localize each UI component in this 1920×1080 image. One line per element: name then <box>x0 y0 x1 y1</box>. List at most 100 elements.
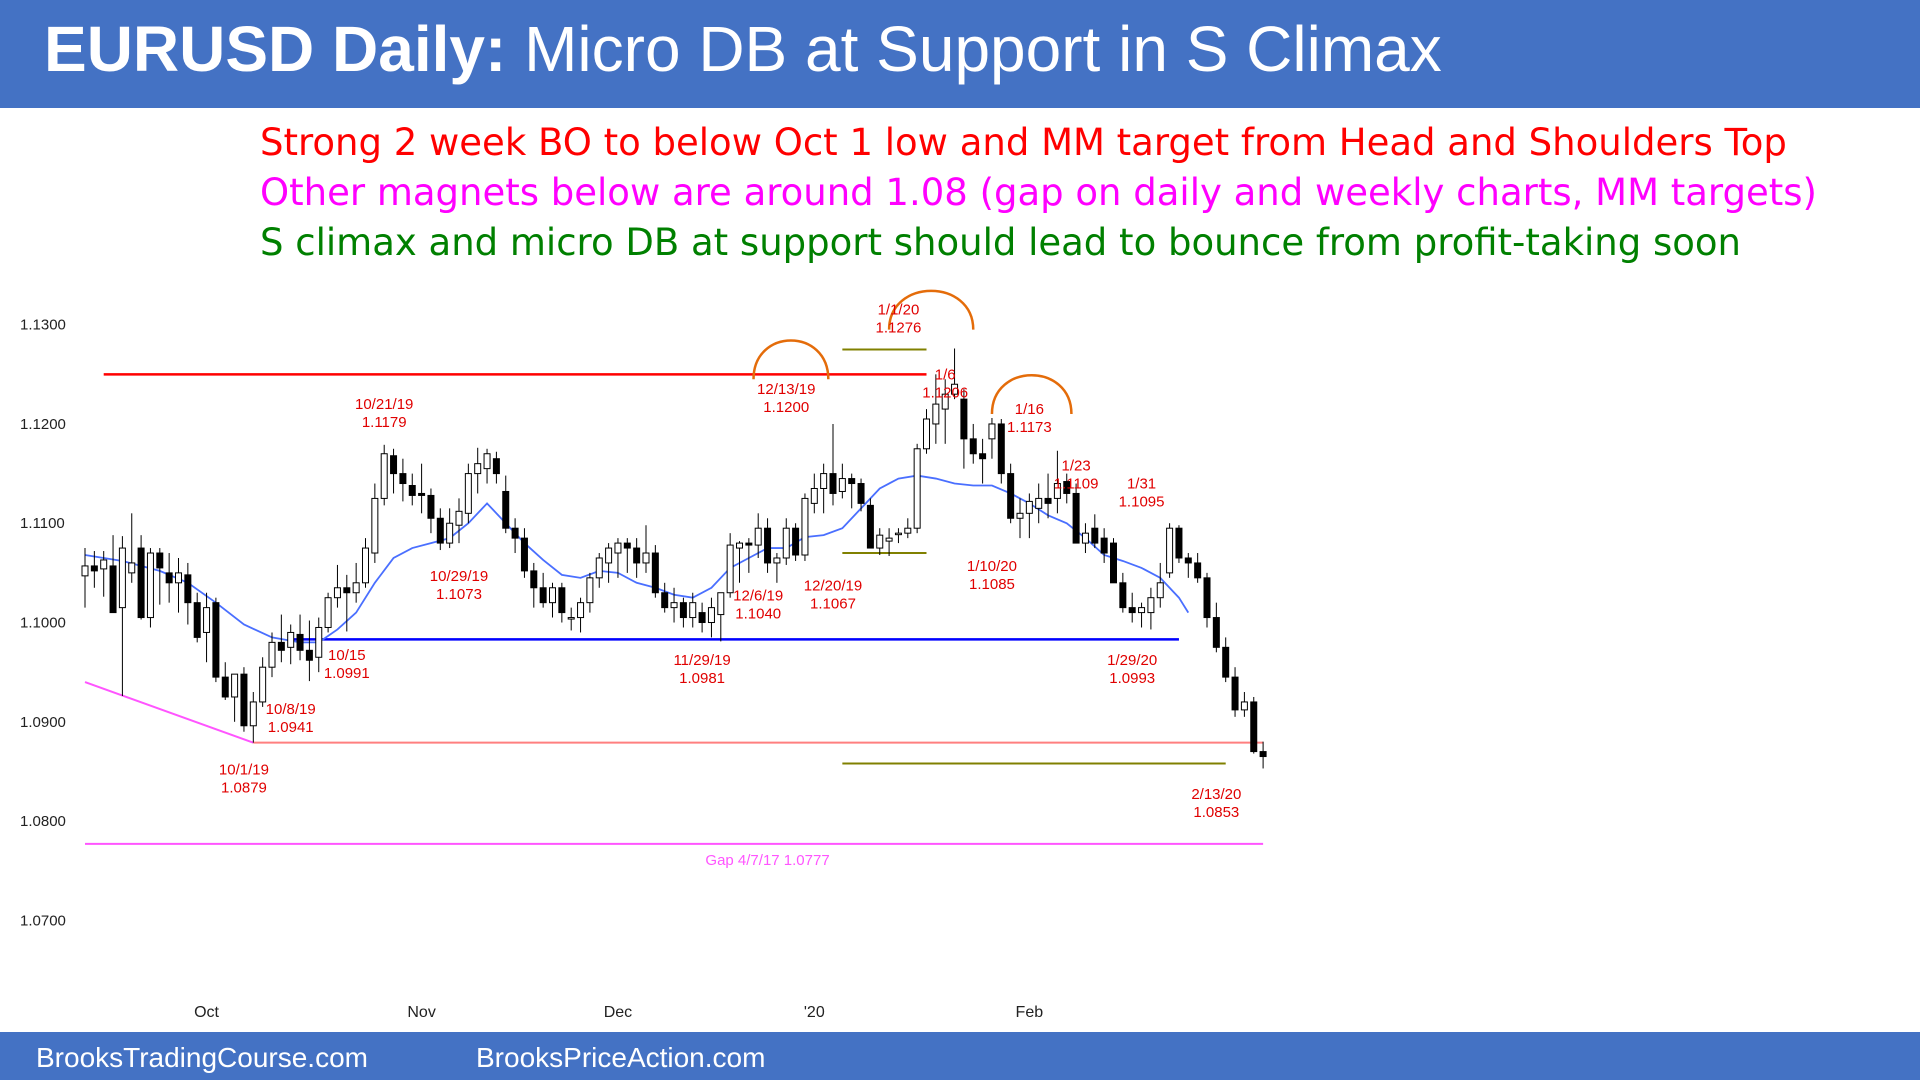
price-annotation-value: 1.0981 <box>679 670 725 687</box>
candle-body <box>913 448 921 529</box>
candle-body <box>464 473 472 514</box>
candle-body <box>446 522 454 544</box>
y-tick-label: 1.1200 <box>20 416 66 433</box>
candle-body <box>866 504 874 549</box>
candle-body <box>193 602 201 638</box>
candle-body <box>118 547 126 609</box>
candle-body <box>614 542 622 554</box>
candle-body <box>1063 481 1071 494</box>
footer-site-left[interactable]: BrooksTradingCourse.com <box>36 1042 368 1073</box>
candle-body <box>212 602 220 678</box>
candle-body <box>605 547 613 564</box>
price-annotation-value: 1.0879 <box>221 779 267 796</box>
candle-body <box>969 438 977 455</box>
candle-body <box>90 565 98 572</box>
x-month-label: Oct <box>194 1004 219 1021</box>
candle-body <box>165 572 173 584</box>
candle-body <box>698 612 706 624</box>
wedge-line <box>84 681 254 744</box>
candle-body <box>1147 597 1155 614</box>
candle-body <box>371 497 379 554</box>
candle-body <box>1007 473 1015 519</box>
price-annotation-date: 1/23 <box>1061 458 1090 475</box>
commentary-notes: Strong 2 week BO to below Oct 1 low and … <box>260 118 1817 268</box>
price-annotation-value: 1.1040 <box>735 606 781 623</box>
candle-body <box>997 423 1005 475</box>
candle-body <box>801 497 809 556</box>
candle-body <box>408 485 416 496</box>
candle-body <box>1203 577 1211 619</box>
price-annotation-value: 1.1095 <box>1119 493 1165 510</box>
note-green: S climax and micro DB at support should … <box>260 221 1741 264</box>
candle-body <box>876 534 884 549</box>
x-month-label: Dec <box>604 1004 632 1021</box>
candle-body <box>782 527 790 559</box>
candle-body <box>146 552 154 619</box>
candle-body <box>707 607 715 624</box>
candle-body <box>894 532 902 536</box>
candle-body <box>1119 582 1127 609</box>
y-tick-label: 1.1300 <box>20 317 66 334</box>
candle-body <box>979 453 987 460</box>
candle-body <box>1138 607 1146 614</box>
price-annotation-date: 11/29/19 <box>673 652 730 669</box>
candle-body <box>1072 492 1080 544</box>
candle-body <box>661 592 669 609</box>
candle-body <box>474 463 482 475</box>
candle-body <box>156 552 164 569</box>
candle-body <box>287 631 295 648</box>
price-annotation-value: 1.0941 <box>268 719 314 736</box>
y-tick-label: 1.1100 <box>20 515 65 532</box>
note-magenta: Other magnets below are around 1.08 (gap… <box>260 171 1817 214</box>
candle-body <box>520 537 528 572</box>
price-annotation-value: 1.1206 <box>922 384 968 401</box>
head-shoulders-arc <box>752 339 830 380</box>
candle-body <box>773 557 781 564</box>
footer-site-right[interactable]: BrooksPriceAction.com <box>476 1042 766 1073</box>
y-tick-label: 1.1000 <box>20 615 66 632</box>
candle-body <box>1222 646 1230 678</box>
candle-body <box>558 587 566 614</box>
candle-body <box>1184 557 1192 564</box>
candle-body <box>923 418 930 450</box>
head-shoulders-arc <box>990 374 1073 415</box>
candle-body <box>268 641 276 668</box>
price-annotation-date: 10/8/19 <box>266 701 316 718</box>
candle-body <box>81 565 89 577</box>
candle-body <box>455 510 463 526</box>
candle-body <box>651 552 659 594</box>
candle-body <box>988 423 996 440</box>
candle-body <box>623 542 631 549</box>
candle-body <box>848 478 856 485</box>
candle-body <box>259 666 267 703</box>
candle-body <box>1044 497 1052 504</box>
candle-body <box>857 483 865 504</box>
candle-body <box>1035 497 1043 509</box>
candle-body <box>305 649 313 661</box>
candle-body <box>1194 562 1202 579</box>
candle-body <box>399 473 407 485</box>
price-annotation-date: 10/1/19 <box>219 761 269 778</box>
price-annotation-value: 1.0993 <box>1109 670 1155 687</box>
footer-bar: BrooksTradingCourse.com BrooksPriceActio… <box>0 1032 1920 1080</box>
candle-body <box>1081 532 1089 544</box>
candle-body <box>810 487 818 504</box>
x-month-label: '20 <box>804 1004 825 1021</box>
candle-body <box>885 537 893 542</box>
title-symbol: EURUSD Daily: <box>44 13 507 85</box>
price-annotation-date: 10/21/19 <box>355 396 413 413</box>
candle-body <box>249 701 257 727</box>
candle-body <box>427 494 435 519</box>
candle-body <box>380 453 388 499</box>
candle-body <box>483 453 491 470</box>
candle-body <box>333 587 341 599</box>
price-annotation-date: 12/20/19 <box>804 578 862 595</box>
candle-body <box>418 492 426 496</box>
candle-body <box>277 641 285 651</box>
candle-body <box>670 602 678 609</box>
price-annotation-date: 2/13/20 <box>1191 786 1241 803</box>
candle-body <box>1212 617 1220 648</box>
candle-body <box>100 559 108 570</box>
candle-body <box>390 455 398 475</box>
x-month-label: Nov <box>407 1004 435 1021</box>
